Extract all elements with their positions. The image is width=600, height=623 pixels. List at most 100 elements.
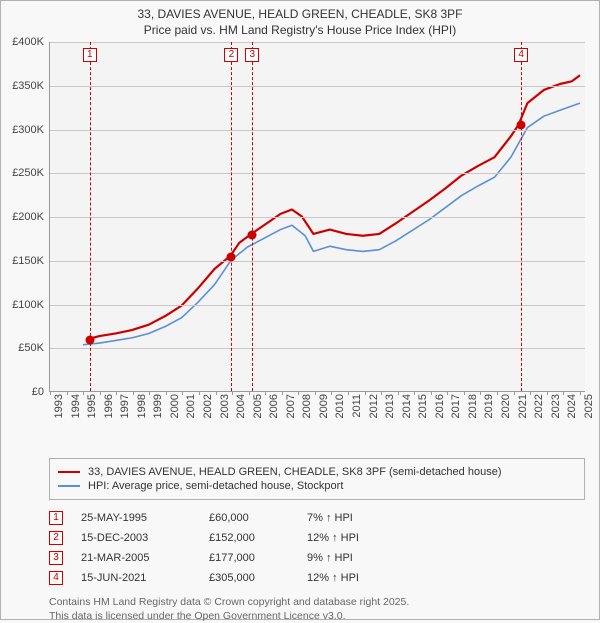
xtick — [182, 391, 183, 395]
transaction-delta: 12% ↑ HPI — [307, 572, 585, 584]
gridline-h — [50, 130, 585, 131]
gridline-h — [50, 86, 585, 87]
xtick-label: 2020 — [500, 394, 512, 418]
xtick — [580, 391, 581, 395]
xtick — [381, 391, 382, 395]
marker-line — [231, 42, 232, 391]
gridline-h — [50, 305, 585, 306]
xtick-label: 1997 — [119, 394, 131, 418]
xtick — [133, 391, 134, 395]
xtick-label: 2000 — [169, 394, 181, 418]
xtick-label: 2003 — [219, 394, 231, 418]
xtick — [216, 391, 217, 395]
xtick-label: 2002 — [202, 394, 214, 418]
xtick-label: 2014 — [401, 394, 413, 418]
xtick — [166, 391, 167, 395]
transaction-delta: 9% ↑ HPI — [307, 552, 585, 564]
xtick — [50, 391, 51, 395]
xtick-label: 2005 — [252, 394, 264, 418]
ytick-label: £350K — [12, 80, 44, 92]
xtick — [83, 391, 84, 395]
ytick-label: £50K — [18, 342, 44, 354]
xtick — [365, 391, 366, 395]
xtick — [497, 391, 498, 395]
xtick-label: 2012 — [368, 394, 380, 418]
xtick-label: 1993 — [53, 394, 65, 418]
xtick — [447, 391, 448, 395]
marker-dot — [248, 230, 257, 239]
gridline-h — [50, 42, 585, 43]
title-line-1: 33, DAVIES AVENUE, HEALD GREEN, CHEADLE,… — [11, 7, 589, 23]
marker-number-box: 3 — [245, 48, 259, 62]
xtick-label: 2024 — [566, 394, 578, 418]
transaction-row: 415-JUN-2021£305,00012% ↑ HPI — [49, 568, 585, 588]
xtick — [398, 391, 399, 395]
xtick-label: 2004 — [235, 394, 247, 418]
xtick-label: 2017 — [450, 394, 462, 418]
xtick — [67, 391, 68, 395]
plot-area: £0£50K£100K£150K£200K£250K£300K£350K£400… — [49, 42, 585, 392]
marker-number-box: 4 — [514, 48, 528, 62]
marker-number-box: 2 — [224, 48, 238, 62]
xtick-label: 2009 — [318, 394, 330, 418]
transaction-delta: 12% ↑ HPI — [307, 532, 585, 544]
transaction-date: 15-JUN-2021 — [81, 572, 191, 584]
xtick — [514, 391, 515, 395]
marker-dot — [517, 121, 526, 130]
xtick — [530, 391, 531, 395]
legend-swatch — [58, 485, 80, 487]
xtick-label: 2010 — [334, 394, 346, 418]
xtick-label: 2013 — [384, 394, 396, 418]
marker-line — [252, 42, 253, 391]
ytick-label: £0 — [32, 386, 44, 398]
legend-label: 33, DAVIES AVENUE, HEALD GREEN, CHEADLE,… — [88, 466, 501, 478]
xtick — [265, 391, 266, 395]
xtick-label: 2019 — [483, 394, 495, 418]
xtick — [348, 391, 349, 395]
xtick-label: 2006 — [268, 394, 280, 418]
marker-line — [521, 42, 522, 391]
ytick-label: £400K — [12, 36, 44, 48]
chart: £0£50K£100K£150K£200K£250K£300K£350K£400… — [49, 42, 585, 420]
xtick-label: 2007 — [285, 394, 297, 418]
transaction-row: 125-MAY-1995£60,0007% ↑ HPI — [49, 508, 585, 528]
transaction-price: £177,000 — [209, 552, 289, 564]
transaction-date: 15-DEC-2003 — [81, 532, 191, 544]
xtick — [232, 391, 233, 395]
xtick — [563, 391, 564, 395]
xtick-label: 2021 — [517, 394, 529, 418]
ytick-label: £150K — [12, 255, 44, 267]
ytick-label: £200K — [12, 211, 44, 223]
marker-dot — [85, 335, 94, 344]
marker-dot — [227, 252, 236, 261]
legend-item: HPI: Average price, semi-detached house,… — [58, 479, 576, 493]
xtick-label: 2001 — [185, 394, 197, 418]
xtick-label: 2018 — [467, 394, 479, 418]
ytick-label: £300K — [12, 124, 44, 136]
xtick — [315, 391, 316, 395]
gridline-h — [50, 261, 585, 262]
gridline-h — [50, 173, 585, 174]
transaction-price: £60,000 — [209, 512, 289, 524]
xtick-label: 1998 — [136, 394, 148, 418]
transaction-number-box: 2 — [49, 531, 63, 545]
xtick-label: 2015 — [417, 394, 429, 418]
transaction-row: 215-DEC-2003£152,00012% ↑ HPI — [49, 528, 585, 548]
xtick-label: 1995 — [86, 394, 98, 418]
xtick — [464, 391, 465, 395]
xtick-label: 2022 — [533, 394, 545, 418]
transaction-number-box: 4 — [49, 571, 63, 585]
gridline-h — [50, 348, 585, 349]
xtick — [116, 391, 117, 395]
ytick-label: £100K — [12, 299, 44, 311]
title-line-2: Price paid vs. HM Land Registry's House … — [11, 23, 589, 39]
xtick-label: 2023 — [550, 394, 562, 418]
series-line — [83, 103, 580, 345]
xtick — [547, 391, 548, 395]
transaction-number-box: 1 — [49, 511, 63, 525]
xtick-label: 2025 — [583, 394, 595, 418]
legend-swatch — [58, 471, 80, 473]
transaction-row: 321-MAR-2005£177,0009% ↑ HPI — [49, 548, 585, 568]
series-line — [89, 75, 580, 338]
transaction-date: 25-MAY-1995 — [81, 512, 191, 524]
